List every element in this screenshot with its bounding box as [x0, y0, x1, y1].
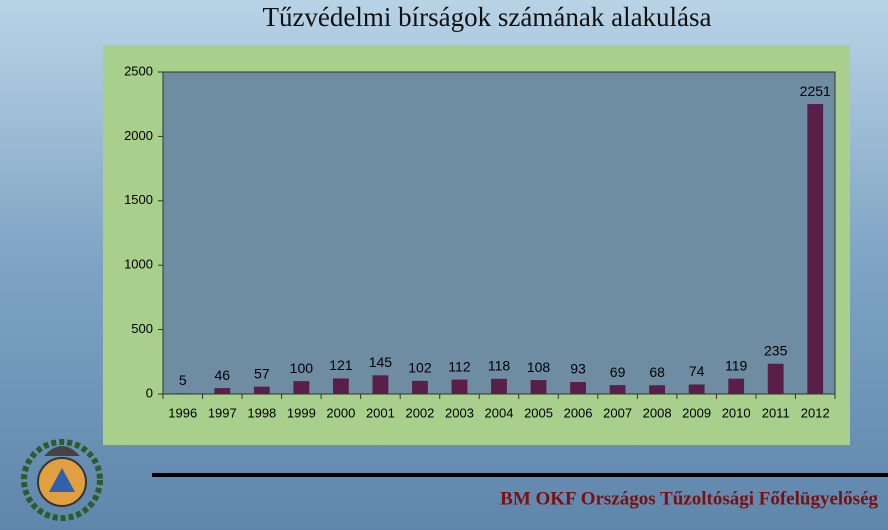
bar	[293, 381, 310, 394]
bar	[253, 386, 270, 394]
bar	[609, 385, 626, 394]
value-label: 112	[448, 358, 471, 374]
value-label: 74	[689, 363, 705, 379]
value-label: 69	[610, 364, 626, 380]
value-label: 145	[369, 354, 393, 370]
x-tick-label: 1998	[247, 405, 276, 420]
x-tick-label: 1999	[287, 405, 316, 420]
x-tick-label: 2009	[682, 405, 711, 420]
x-tick-label: 2006	[564, 405, 593, 420]
y-tick-label: 2000	[124, 128, 153, 143]
value-label: 119	[725, 357, 748, 373]
y-tick-label: 500	[131, 321, 153, 336]
bar	[728, 378, 745, 394]
bar	[649, 385, 666, 394]
x-tick-label: 2001	[366, 405, 395, 420]
x-tick-label: 1997	[208, 405, 237, 420]
x-tick-label: 1996	[168, 405, 197, 420]
chart-title: Tűzvédelmi bírságok számának alakulása	[262, 2, 711, 32]
value-label: 121	[329, 357, 353, 373]
value-label: 5	[179, 372, 187, 388]
bar	[530, 380, 547, 394]
value-label: 235	[764, 342, 788, 358]
plot-area	[162, 71, 836, 395]
value-label: 2251	[800, 83, 831, 99]
x-tick-label: 2005	[524, 405, 553, 420]
x-tick-label: 2007	[603, 405, 632, 420]
bar	[570, 382, 586, 394]
x-tick-label: 2002	[405, 405, 434, 420]
footer-text: BM OKF Országos Tűzoltósági Főfelügyelős…	[500, 488, 878, 509]
value-label: 57	[254, 365, 270, 381]
logo-wreath	[21, 439, 103, 521]
logo-helmet	[44, 446, 80, 456]
x-tick-label: 2010	[722, 405, 751, 420]
x-tick-label: 2011	[762, 405, 790, 420]
bar	[807, 104, 824, 394]
x-tick-label: 2008	[643, 405, 672, 420]
value-label: 46	[215, 367, 231, 383]
bar	[332, 378, 349, 394]
bar	[688, 384, 705, 394]
bar	[372, 375, 389, 394]
x-tick-label: 2012	[801, 405, 830, 420]
value-label: 102	[408, 360, 432, 376]
bar	[767, 363, 784, 394]
y-tick-label: 2500	[124, 63, 153, 78]
value-label: 108	[527, 359, 551, 375]
bar	[412, 380, 428, 394]
bar	[491, 378, 507, 394]
value-label: 118	[488, 358, 511, 374]
x-tick-label: 2004	[485, 405, 514, 420]
logo	[21, 439, 103, 521]
bar	[451, 379, 468, 394]
x-tick-label: 2000	[326, 405, 355, 420]
y-tick-label: 1000	[124, 257, 153, 272]
value-label: 100	[290, 360, 314, 376]
value-label: 93	[570, 361, 586, 377]
y-tick-label: 0	[146, 385, 153, 400]
y-tick-label: 1500	[124, 192, 153, 207]
value-label: 68	[649, 364, 665, 380]
bar	[214, 388, 231, 394]
logo-triangle	[49, 468, 75, 492]
x-tick-label: 2003	[445, 405, 474, 420]
